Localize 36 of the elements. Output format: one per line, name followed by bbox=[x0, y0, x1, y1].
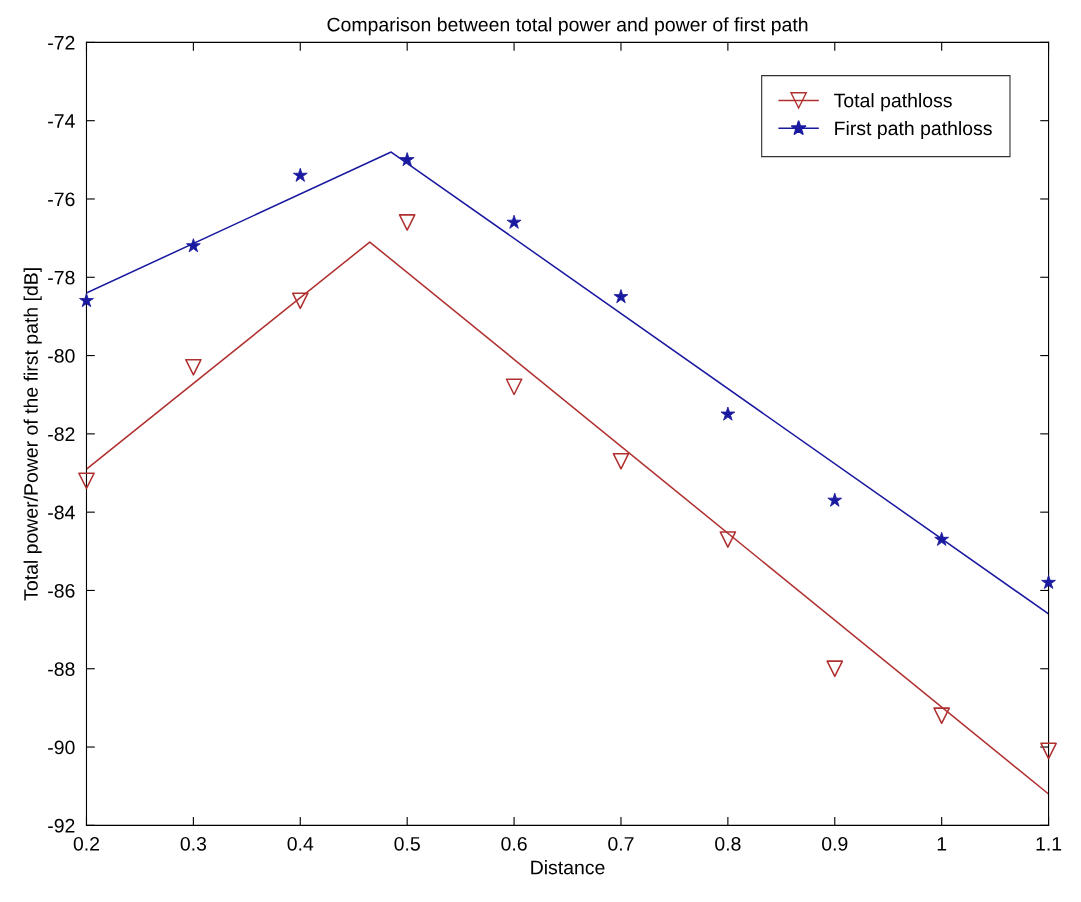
x-tick-label: 1 bbox=[937, 837, 947, 851]
legend-label: First path pathloss bbox=[835, 120, 992, 140]
chart-title: Comparison between total power and power of first path bbox=[327, 17, 808, 36]
y-tick-label: -76 bbox=[48, 192, 75, 207]
y-tick-label: -82 bbox=[48, 427, 75, 442]
point bbox=[398, 214, 416, 231]
point bbox=[826, 660, 844, 678]
y-tick-label: -74 bbox=[48, 114, 75, 128]
point bbox=[291, 292, 309, 310]
y-tick-label: -72 bbox=[48, 35, 75, 50]
y-tick-label: -84 bbox=[48, 505, 75, 520]
y-tick-label: -92 bbox=[48, 818, 75, 833]
y-tick-label: -88 bbox=[48, 662, 75, 676]
y-tick-label: -86 bbox=[48, 583, 75, 598]
y-tick-label: -80 bbox=[48, 349, 75, 363]
point bbox=[78, 472, 95, 490]
point bbox=[612, 452, 630, 470]
point bbox=[719, 531, 737, 548]
x-tick-label: 1.1 bbox=[1036, 837, 1062, 851]
x-axis-title: Distance bbox=[531, 860, 605, 875]
legend-label: Total pathloss bbox=[834, 93, 952, 112]
point bbox=[933, 707, 951, 725]
point bbox=[505, 378, 523, 396]
x-tick-label: 0.4 bbox=[287, 836, 314, 851]
x-tick-label: 0.9 bbox=[822, 836, 848, 851]
y-axis-title: Total power/Power of the first path [dB] bbox=[23, 268, 42, 601]
x-tick-label: 0.5 bbox=[394, 836, 420, 851]
x-tick-label: 0.7 bbox=[608, 836, 634, 851]
point bbox=[1040, 742, 1057, 760]
x-tick-label: 0.2 bbox=[73, 836, 100, 851]
x-tick-label: 0.6 bbox=[501, 836, 527, 851]
point bbox=[185, 358, 202, 376]
x-tick-label: 0.8 bbox=[715, 836, 741, 851]
y-tick-label: -78 bbox=[48, 270, 75, 285]
x-tick-label: 0.3 bbox=[180, 836, 207, 851]
y-tick-label: -90 bbox=[48, 740, 75, 755]
